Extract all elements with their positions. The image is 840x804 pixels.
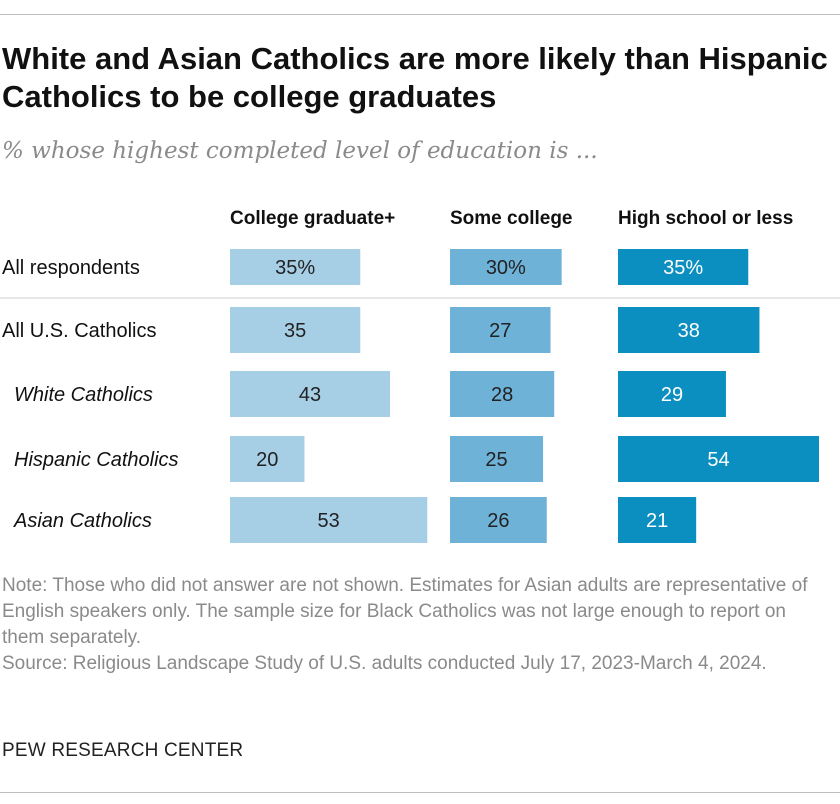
bar-value-label-2-3: 28 <box>491 384 513 406</box>
bar-3-1 <box>618 249 749 285</box>
bar-value-label-3-1: 35% <box>663 257 703 279</box>
bar-2-1 <box>450 249 562 285</box>
column-header-3: High school or less <box>618 208 793 229</box>
bar-value-label-2-5: 26 <box>487 510 509 532</box>
bar-1-5 <box>230 497 428 543</box>
row-label-5: Asian Catholics <box>13 510 152 532</box>
bar-value-label-3-5: 21 <box>646 510 668 532</box>
bar-value-label-2-4: 25 <box>485 449 507 471</box>
bar-3-5 <box>618 497 697 543</box>
row-label-1: All respondents <box>2 257 140 279</box>
bar-chart: College graduate+ Some college High school… <box>0 208 840 543</box>
column-header-1: College graduate+ <box>230 208 395 229</box>
bar-value-label-3-2: 38 <box>678 320 700 342</box>
bar-1-3 <box>230 371 391 417</box>
row-label-2: All U.S. Catholics <box>2 320 157 342</box>
bottom-rule <box>0 792 840 793</box>
chart-subtitle: % whose highest completed level of educa… <box>2 138 598 164</box>
bar-value-label-2-2: 27 <box>489 320 511 342</box>
bar-value-label-3-3: 29 <box>661 384 683 406</box>
bar-1-1 <box>230 249 361 285</box>
column-header-2: Some college <box>450 208 573 229</box>
bar-1-4 <box>230 436 305 482</box>
organization-credit: PEW RESEARCH CENTER <box>2 740 244 761</box>
bar-value-label-1-5: 53 <box>318 510 340 532</box>
bar-2-2 <box>450 307 551 353</box>
bar-1-2 <box>230 307 361 353</box>
bar-value-label-2-1: 30% <box>486 257 526 279</box>
bar-2-3 <box>450 371 555 417</box>
row-label-3: White Catholics <box>14 384 153 406</box>
bar-3-3 <box>618 371 726 417</box>
chart-notes: Note: Those who did not answer are not s… <box>2 573 832 677</box>
bar-2-5 <box>450 497 547 543</box>
bar-value-label-1-1: 35% <box>275 257 315 279</box>
bar-value-label-1-4: 20 <box>256 449 278 471</box>
chart-title: White and Asian Catholics are more likel… <box>2 41 828 114</box>
top-rule <box>0 14 840 15</box>
bar-value-label-1-3: 43 <box>299 384 321 406</box>
bar-3-4 <box>618 436 819 482</box>
note-text: Note: Those who did not answer are not s… <box>2 575 808 648</box>
bar-value-label-3-4: 54 <box>707 449 729 471</box>
bar-value-label-1-2: 35 <box>284 320 306 342</box>
bar-2-4 <box>450 436 544 482</box>
row-label-4: Hispanic Catholics <box>14 449 179 471</box>
bar-3-2 <box>618 307 760 353</box>
source-text: Source: Religious Landscape Study of U.S… <box>2 653 767 674</box>
